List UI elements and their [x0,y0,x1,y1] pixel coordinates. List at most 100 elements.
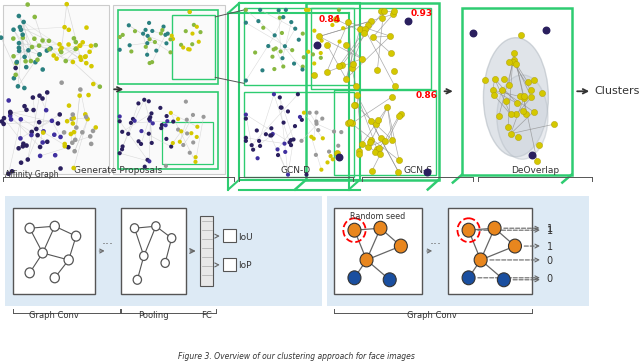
Point [33,57,43,63]
Point [8,36,19,41]
Point [83,92,93,98]
Point [140,164,150,170]
Point [21,64,31,70]
Point [311,119,321,125]
Point [520,111,531,117]
Point [297,117,307,123]
Point [309,28,319,34]
Point [161,122,171,128]
Point [12,60,22,66]
Point [382,104,392,110]
Circle shape [25,268,35,278]
Point [63,144,74,150]
Point [335,39,345,45]
Point [56,80,67,86]
Text: GCN-D: GCN-D [281,166,311,175]
Point [500,99,511,105]
Text: Affinity Graph: Affinity Graph [4,170,58,179]
Point [252,127,262,133]
Point [185,9,195,15]
Point [506,131,516,136]
Point [356,56,367,62]
Point [537,90,547,95]
Point [341,42,351,48]
Point [168,140,178,146]
Point [47,118,57,124]
Bar [163,122,213,164]
Point [298,31,308,37]
Point [148,121,158,126]
Point [271,45,281,51]
Point [387,94,397,100]
Point [95,84,105,90]
Point [35,52,45,58]
Point [166,144,176,150]
Point [20,58,31,64]
Point [14,45,24,51]
Point [366,18,376,24]
Point [488,87,498,93]
Point [348,61,358,67]
Circle shape [474,253,487,267]
Point [284,139,294,145]
Point [327,22,337,28]
Point [273,7,284,13]
Point [350,102,360,107]
Point [308,136,319,142]
Point [519,95,529,101]
Text: Generate Proposals: Generate Proposals [74,166,163,175]
Point [143,131,154,136]
Point [63,42,74,48]
Point [178,142,188,148]
Point [136,128,147,134]
Point [138,31,148,37]
Circle shape [131,224,139,233]
Point [34,43,44,49]
Point [372,146,382,152]
Point [145,36,155,42]
Point [88,81,99,87]
Point [192,24,202,30]
Bar [3,5,109,174]
Point [45,45,56,51]
Point [269,91,279,97]
Point [161,32,171,38]
Point [534,143,544,148]
Point [50,152,60,158]
Point [80,111,90,117]
Point [355,26,365,32]
Point [156,125,166,131]
Point [331,17,341,23]
Point [366,118,376,124]
Text: 0.84: 0.84 [318,15,340,24]
Point [275,15,285,21]
Point [41,107,51,113]
Point [363,23,373,28]
Point [0,121,9,127]
Point [309,61,319,66]
Point [254,138,264,144]
Point [313,127,323,133]
Point [289,136,299,142]
Point [139,97,149,103]
Circle shape [394,239,407,253]
Text: 1: 1 [547,242,553,252]
Point [377,15,387,21]
Point [115,114,125,119]
Point [44,38,54,44]
Point [145,118,155,123]
Circle shape [168,234,176,242]
Point [44,46,54,52]
Point [316,50,326,56]
Point [144,116,154,122]
Circle shape [72,231,81,241]
Point [255,143,265,149]
Point [372,67,383,73]
Point [286,142,296,148]
Point [241,78,251,83]
Point [151,48,161,53]
Point [61,58,71,64]
Point [23,48,33,53]
Point [281,7,291,13]
Point [61,1,72,7]
